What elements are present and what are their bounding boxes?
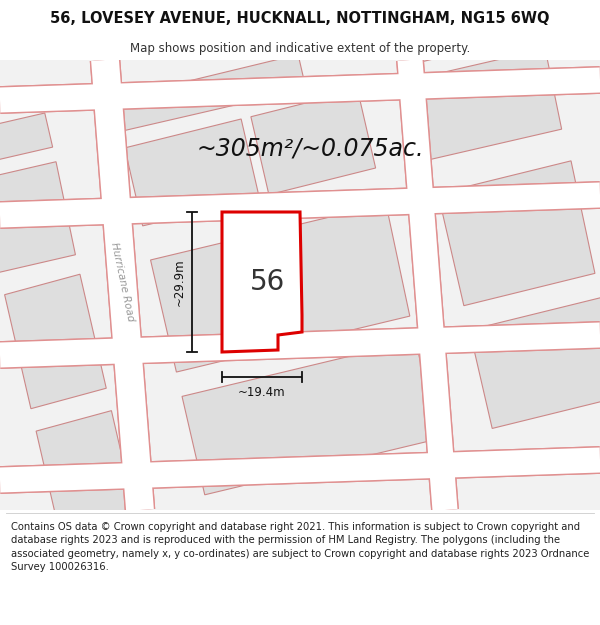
Polygon shape [36, 411, 134, 529]
Text: ~29.9m: ~29.9m [173, 258, 185, 306]
Text: 56, LOVESEY AVENUE, HUCKNALL, NOTTINGHAM, NG15 6WQ: 56, LOVESEY AVENUE, HUCKNALL, NOTTINGHAM… [50, 11, 550, 26]
Polygon shape [182, 341, 438, 495]
Text: Hurricane Road: Hurricane Road [109, 241, 135, 322]
Text: Map shows position and indicative extent of the property.: Map shows position and indicative extent… [130, 42, 470, 55]
Text: 56: 56 [250, 268, 286, 296]
Text: ~305m²/~0.075ac.: ~305m²/~0.075ac. [196, 136, 424, 160]
Text: ~19.4m: ~19.4m [238, 386, 286, 399]
Text: Contains OS data © Crown copyright and database right 2021. This information is : Contains OS data © Crown copyright and d… [11, 521, 589, 572]
Polygon shape [251, 90, 376, 194]
Polygon shape [151, 204, 410, 372]
Polygon shape [412, 49, 562, 159]
Polygon shape [113, 54, 306, 131]
Polygon shape [0, 162, 76, 272]
Polygon shape [5, 274, 106, 409]
Polygon shape [0, 113, 53, 165]
Polygon shape [125, 119, 260, 226]
Polygon shape [469, 298, 600, 429]
Polygon shape [400, 0, 539, 65]
Polygon shape [222, 212, 302, 352]
Polygon shape [438, 161, 595, 306]
